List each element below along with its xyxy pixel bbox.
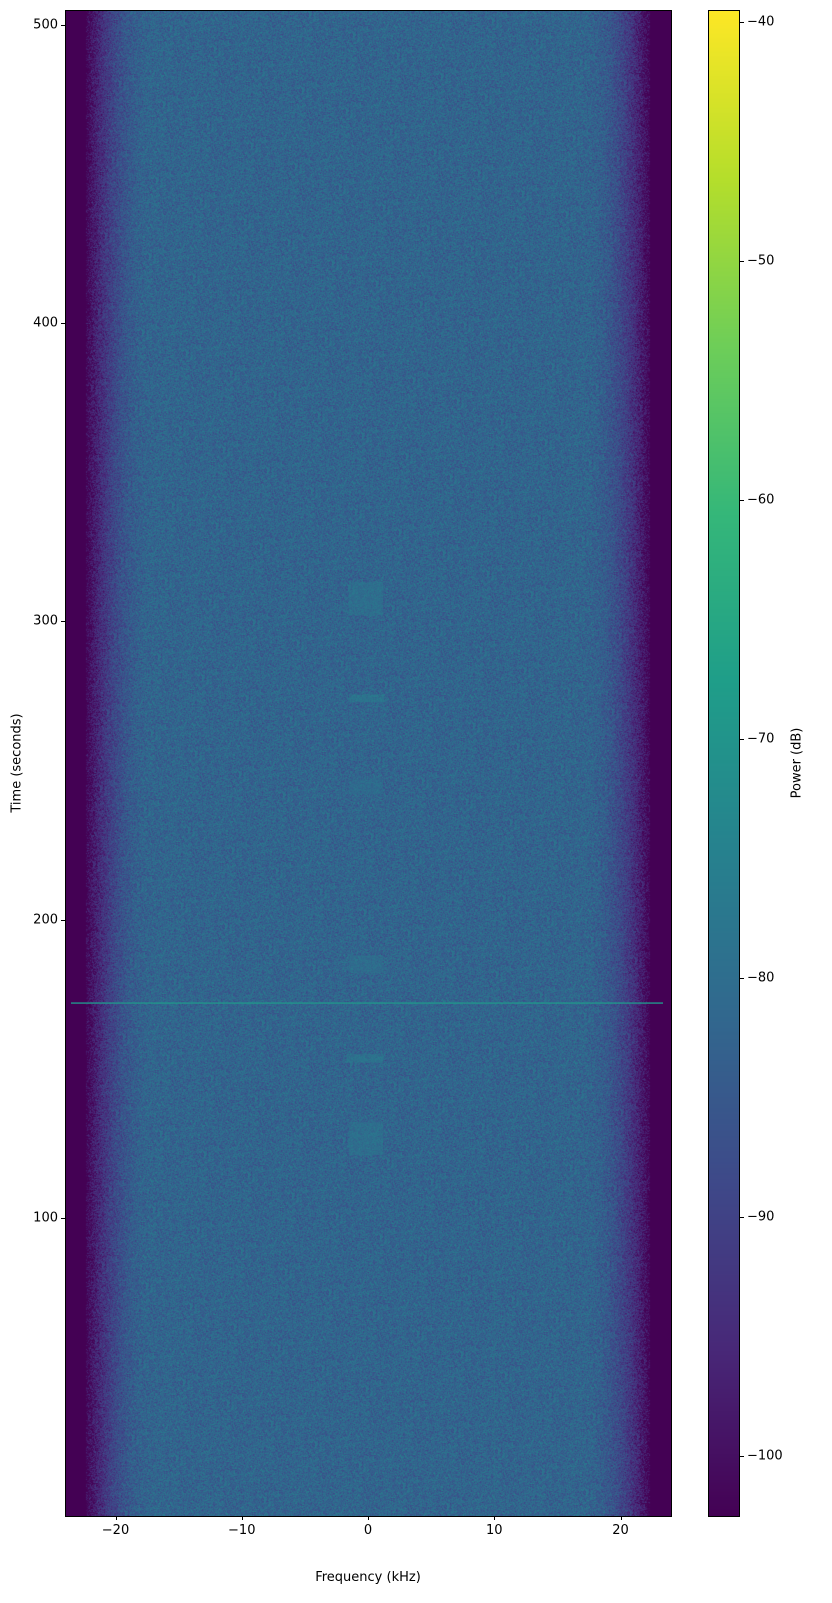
colorbar-tick-mark [740,739,744,741]
y-tick-mark [61,24,65,26]
y-tick-label: 100 [33,1210,58,1226]
colorbar-tick-mark [740,978,744,980]
colorbar-tick-mark [740,1217,744,1219]
colorbar-tick-mark [740,1456,744,1458]
x-tick-mark [241,1516,243,1520]
signal-burst [349,779,384,795]
y-tick-label: 200 [33,912,58,928]
colorbar-tick-label: −80 [747,970,775,986]
colorbar-tick-label: −40 [747,14,775,30]
y-axis-label: Time (seconds) [9,713,25,813]
colorbar-gradient [708,10,739,1516]
colorbar-tick-mark [740,21,744,23]
interference-line [71,1002,663,1004]
signal-burst [349,1122,384,1156]
y-tick-mark [61,621,65,623]
tone-line [493,1217,495,1516]
signal-burst [349,582,384,616]
colorbar-tick-label: −70 [747,731,775,747]
colorbar-label: Power (dB) [789,727,805,799]
y-tick-mark [61,919,65,921]
colorbar-tick-label: −50 [747,253,775,269]
spectrogram-features [71,582,663,1516]
y-tick-mark [61,323,65,325]
x-tick-label: −20 [101,1523,130,1538]
y-tick-label: 500 [33,17,58,33]
spectrogram-plot [65,10,671,1516]
colorbar-tick-mark [740,500,744,502]
colorbar-tick-label: −60 [747,492,775,508]
x-tick-label: 20 [612,1523,629,1538]
x-axis-label: Frequency (kHz) [315,1570,421,1585]
colorbar-tick-label: −100 [747,1448,783,1464]
x-tick-mark [494,1516,496,1520]
x-tick-mark [115,1516,117,1520]
x-tick-label: −10 [228,1523,256,1538]
y-tick-mark [61,1217,65,1219]
signal-burst [349,955,384,974]
spectrogram-heatmap [65,10,671,1516]
colorbar [708,10,739,1516]
colorbar-tick-label: −90 [747,1209,775,1225]
x-tick-mark [368,1516,369,1520]
y-tick-label: 400 [33,315,58,331]
x-tick-label: 0 [363,1523,373,1538]
signal-burst [349,694,385,702]
x-tick-mark [620,1516,622,1520]
colorbar-tick-mark [740,261,744,262]
x-tick-label: 10 [485,1523,503,1538]
signal-burst [346,1053,384,1063]
y-tick-label: 300 [33,613,58,629]
